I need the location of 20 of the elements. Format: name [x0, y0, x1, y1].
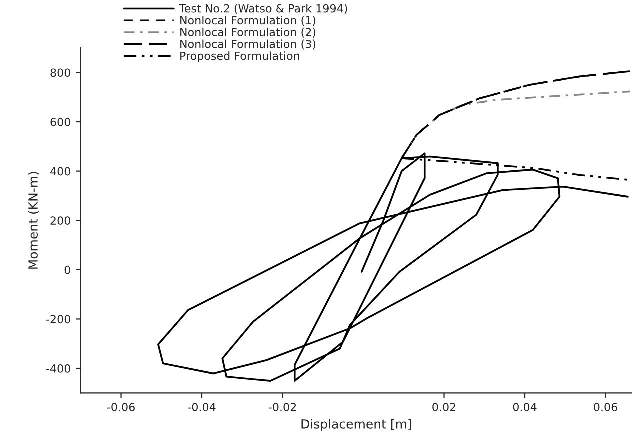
- legend-label: Nonlocal Formulation (3): [180, 40, 316, 50]
- x-tick-label: -0.06: [107, 403, 135, 412]
- legend-label: Nonlocal Formulation (1): [180, 16, 316, 26]
- y-tick-label: 600: [50, 118, 70, 126]
- y-tick-label: 200: [50, 216, 70, 225]
- x-axis-title: Displacement [m]: [302, 419, 412, 432]
- x-tick-label: -0.04: [188, 403, 216, 412]
- y-axis-title: Moment (KN-m): [28, 172, 40, 269]
- x-tick-label: -0.02: [268, 403, 296, 412]
- y-tick-label: -200: [46, 315, 70, 324]
- legend-label: Nonlocal Formulation (2): [180, 28, 316, 38]
- x-tick-label: 0.04: [513, 403, 537, 412]
- x-tick-label: 0.02: [432, 403, 456, 412]
- y-tick-label: 800: [50, 68, 70, 78]
- legend-label: Proposed Formulation: [180, 52, 300, 62]
- x-tick-label: 0.06: [594, 403, 618, 412]
- y-tick-label: -400: [46, 364, 70, 373]
- legend-label: Test No.2 (Watso & Park 1994): [179, 4, 348, 14]
- y-tick-label: 400: [50, 167, 70, 176]
- y-tick-label: 0: [64, 266, 70, 274]
